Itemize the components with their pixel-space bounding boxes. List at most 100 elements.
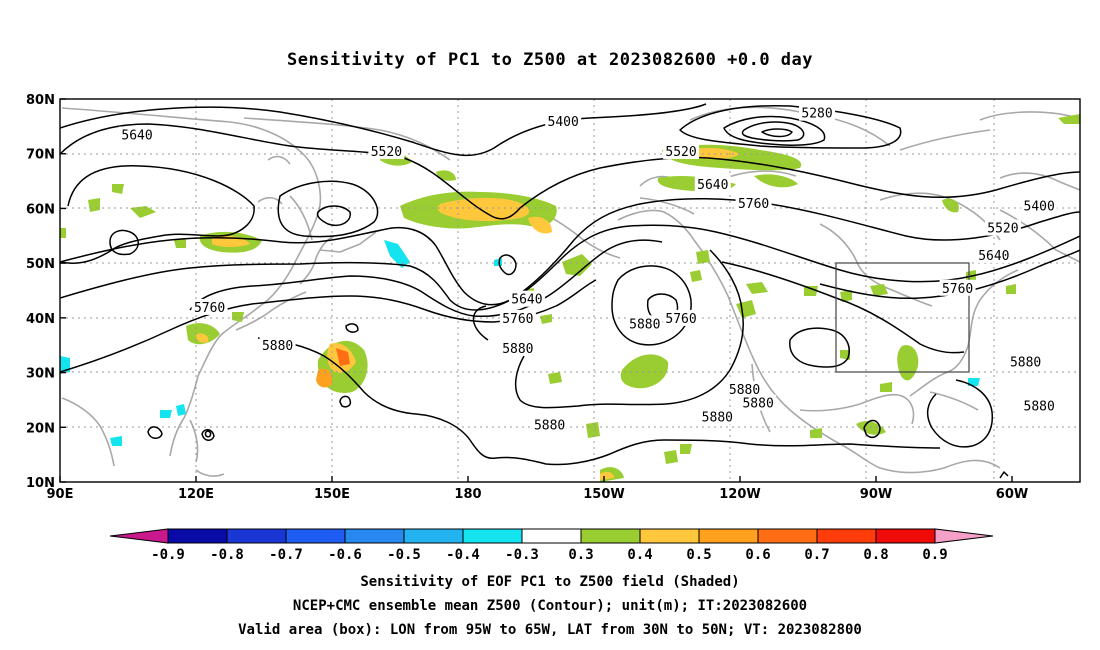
colorbar-high-arrow — [934, 528, 994, 544]
contour-label-bg — [531, 416, 568, 433]
contour-label: 5880 — [534, 419, 565, 434]
colorbar-label: 0.6 — [745, 547, 770, 563]
lat-tick-label: 70N — [26, 148, 55, 163]
contour-label: 5760 — [738, 197, 769, 212]
contour-label: 5760 — [665, 312, 696, 327]
colorbar-swatch — [816, 528, 877, 544]
colorbar-label: -0.7 — [269, 547, 303, 563]
colorbar-label: 0.5 — [686, 547, 711, 563]
contour-label-bg — [499, 309, 536, 326]
contour-label: 5400 — [1024, 200, 1055, 215]
colorbar-swatch — [462, 528, 523, 544]
lat-tick-label: 80N — [26, 93, 55, 108]
lat-tick-label: 20N — [26, 421, 55, 436]
contour-label-bg — [726, 380, 763, 397]
caption-contour: NCEP+CMC ensemble mean Z500 (Contour); u… — [292, 598, 808, 614]
map-axes: 90E 120E 150E 180 150W 120W 90W 60W 80N 70N 60N 50N… — [26, 93, 1028, 502]
lat-tick-label: 60N — [26, 202, 55, 217]
contour-label-bg — [740, 394, 777, 411]
map-plot-area — [60, 99, 1080, 482]
contour-label: 5640 — [978, 249, 1009, 264]
colorbar-label: -0.8 — [210, 547, 244, 563]
contour-label: 5640 — [697, 178, 728, 193]
gridlines — [60, 99, 1080, 482]
colorbar-label: -0.6 — [328, 547, 362, 563]
lat-tick-label: 50N — [26, 257, 55, 272]
contour-label-bg — [508, 290, 545, 307]
colorbar-label: 0.8 — [863, 547, 888, 563]
valid-area-box — [835, 262, 970, 373]
contour-label-bg — [368, 142, 405, 159]
colorbar-swatch — [167, 528, 228, 544]
contour-label-bg — [626, 315, 663, 332]
contour-label-bg — [694, 175, 731, 192]
contour-label-bg — [975, 246, 1012, 263]
contour-label-bg — [499, 339, 536, 356]
contour-label: 5880 — [262, 339, 293, 354]
contour-label: 5280 — [801, 107, 832, 122]
lon-tick-label: 120W — [719, 487, 760, 502]
caption-shading: Sensitivity of EOF PC1 to Z500 field (Sh… — [360, 574, 740, 590]
colorbar-swatch — [757, 528, 818, 544]
colorbar-swatch — [344, 528, 405, 544]
contour-label-bg — [1021, 397, 1058, 414]
contour-label: 5760 — [194, 301, 225, 316]
colorbar-label: 0.4 — [627, 547, 652, 563]
colorbar-label: -0.4 — [446, 547, 480, 563]
contour-label-bg — [799, 104, 836, 121]
contour-label: 5520 — [665, 145, 696, 160]
colorbar-low-arrow — [109, 528, 169, 544]
contour-label: 5880 — [502, 342, 533, 357]
lat-tick-label: 30N — [26, 367, 55, 382]
page-title: Sensitivity of PC1 to Z500 at 2023082600… — [286, 50, 813, 70]
contour-label: 5880 — [702, 410, 733, 425]
colorbar-swatch — [403, 528, 464, 544]
colorbar: -0.9 -0.8 -0.7 -0.6 -0.5 -0.4 -0.3 0.3 0.4 0.5 0.6… — [109, 528, 994, 563]
contour-label: 5400 — [548, 115, 579, 130]
lon-tick-label: 90W — [860, 487, 892, 502]
contour-label: 5520 — [987, 222, 1018, 237]
contour-label-bg — [1021, 197, 1058, 214]
colorbar-label: -0.5 — [387, 547, 421, 563]
lon-tick-label: 90E — [47, 487, 74, 502]
lon-tick-label: 150W — [583, 487, 624, 502]
contour-label: 5880 — [629, 317, 660, 332]
contour-label: 5760 — [502, 312, 533, 327]
contour-labels: 5640 5520 5400 5280 5520 5640 5760 5400 5520 5640… — [119, 104, 1058, 434]
contour-label: 5880 — [1024, 399, 1055, 414]
contour-label: 5520 — [371, 145, 402, 160]
contour-label-bg — [939, 279, 976, 296]
contour-label: 5760 — [942, 282, 973, 297]
lat-tick-label: 10N — [26, 476, 55, 491]
lon-tick-label: 120E — [178, 487, 214, 502]
colorbar-swatch — [698, 528, 759, 544]
colorbar-label: 0.9 — [922, 547, 947, 563]
contour-label-bg — [663, 309, 700, 326]
contour-label-bg — [699, 408, 736, 425]
lon-tick-label: 150E — [314, 487, 350, 502]
colorbar-swatch — [875, 528, 936, 544]
colorbar-label: -0.3 — [505, 547, 539, 563]
contour-label-bg — [259, 337, 296, 354]
contour-label: 5880 — [729, 383, 760, 398]
contour-label-bg — [984, 219, 1021, 236]
colorbar-swatch — [580, 528, 641, 544]
contour-label-bg — [1007, 353, 1044, 370]
map-frame — [59, 98, 1081, 483]
contour-label-bg — [119, 126, 156, 143]
colorbar-swatch — [639, 528, 700, 544]
contour-label-bg — [663, 142, 700, 159]
colorbar-swatch — [285, 528, 346, 544]
contour-label-bg — [545, 112, 582, 129]
contour-label: 5640 — [511, 293, 542, 308]
lon-tick-label: 60W — [996, 487, 1028, 502]
colorbar-swatch — [226, 528, 287, 544]
colorbar-label: 0.3 — [568, 547, 593, 563]
colorbar-swatch — [521, 528, 582, 544]
coastlines — [61, 106, 1080, 477]
contour-label: 5880 — [742, 397, 773, 412]
contour-label-bg — [191, 298, 228, 315]
contour-label: 5880 — [1010, 356, 1041, 371]
lat-tick-label: 40N — [26, 312, 55, 327]
